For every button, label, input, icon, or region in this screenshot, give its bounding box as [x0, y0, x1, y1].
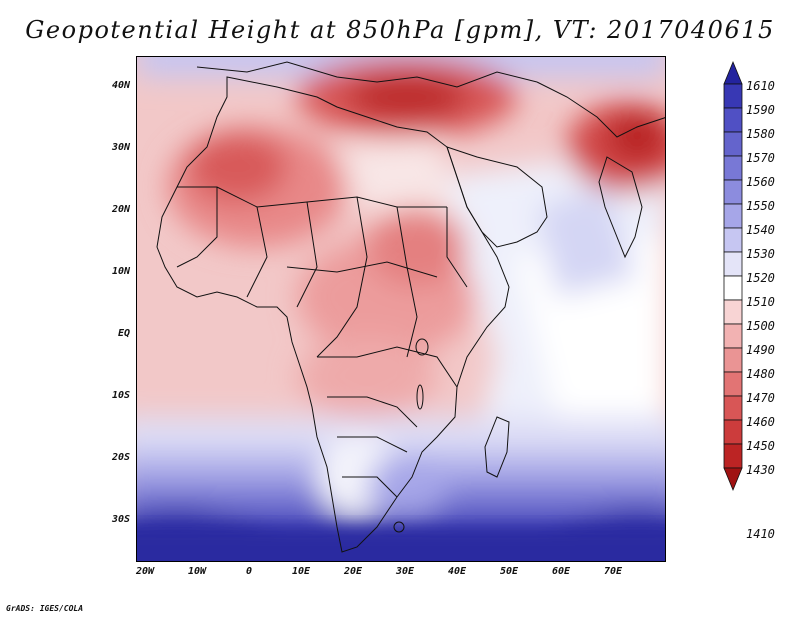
colorbar-label-1610: 1610	[746, 79, 775, 93]
lat-label-30s: 30S	[111, 514, 130, 525]
lon-label-30e: 30E	[395, 566, 415, 577]
colorbar-segment	[723, 155, 743, 181]
colorbar-label-1580: 1580	[746, 127, 775, 141]
lon-label-40e: 40E	[447, 566, 467, 577]
lon-label-50e: 50E	[499, 566, 519, 577]
colorbar-label-1490: 1490	[746, 343, 775, 357]
colorbar-segment	[723, 251, 743, 277]
lon-label-20e: 20E	[343, 566, 363, 577]
colorbar	[723, 60, 743, 492]
colorbar-label-1590: 1590	[746, 103, 775, 117]
credit-text: GrADS: IGES/COLA	[6, 604, 84, 613]
colorbar-bottom-arrow	[723, 467, 743, 492]
colorbar-segment	[723, 107, 743, 133]
geopotential-map	[137, 57, 665, 561]
colorbar-label-1560: 1560	[746, 175, 775, 189]
lon-label-70e: 70E	[603, 566, 623, 577]
coastlines	[156, 61, 665, 553]
colorbar-segment	[723, 179, 743, 205]
colorbar-label-1570: 1570	[746, 151, 775, 165]
colorbar-label-1450: 1450	[746, 439, 775, 453]
lat-label-20s: 20S	[111, 452, 130, 463]
colorbar-label-1550: 1550	[746, 199, 775, 213]
colorbar-segment	[723, 275, 743, 301]
lat-label-10s: 10S	[111, 390, 130, 401]
lat-label-20n: 20N	[111, 204, 130, 215]
colorbar-segment	[723, 347, 743, 373]
colorbar-segment	[723, 419, 743, 445]
lat-label-10n: 10N	[111, 266, 130, 277]
colorbar-label-1430: 1430	[746, 463, 775, 477]
colorbar-segment	[723, 227, 743, 253]
lat-label-40n: 40N	[111, 80, 130, 91]
lon-label-60e: 60E	[551, 566, 571, 577]
colorbar-top-arrow	[723, 60, 743, 85]
lon-label-10w: 10W	[187, 566, 207, 577]
colorbar-label-1460: 1460	[746, 415, 775, 429]
map-panel	[136, 56, 666, 562]
colorbar-label-1500: 1500	[746, 319, 775, 333]
lat-label-eq: EQ	[117, 328, 130, 339]
colorbar-label-1480: 1480	[746, 367, 775, 381]
lat-label-30n: 30N	[111, 142, 130, 153]
colorbar-label-1510: 1510	[746, 295, 775, 309]
lon-label-10e: 10E	[291, 566, 311, 577]
colorbar-segment	[723, 83, 743, 109]
colorbar-segment	[723, 203, 743, 229]
colorbar-segment	[723, 371, 743, 397]
colorbar-label-1530: 1530	[746, 247, 775, 261]
colorbar-segment	[723, 131, 743, 157]
colorbar-label-1520: 1520	[746, 271, 775, 285]
lon-label-0: 0	[245, 566, 253, 577]
colorbar-label-1470: 1470	[746, 391, 775, 405]
chart-title: Geopotential Height at 850hPa [gpm], VT:…	[25, 16, 775, 44]
lon-label-20w: 20W	[135, 566, 155, 577]
colorbar-segment	[723, 443, 743, 469]
colorbar-segment	[723, 299, 743, 325]
colorbar-segment	[723, 395, 743, 421]
colorbar-segment	[723, 323, 743, 349]
colorbar-label-1540: 1540	[746, 223, 775, 237]
colorbar-label-1410: 1410	[746, 527, 775, 541]
